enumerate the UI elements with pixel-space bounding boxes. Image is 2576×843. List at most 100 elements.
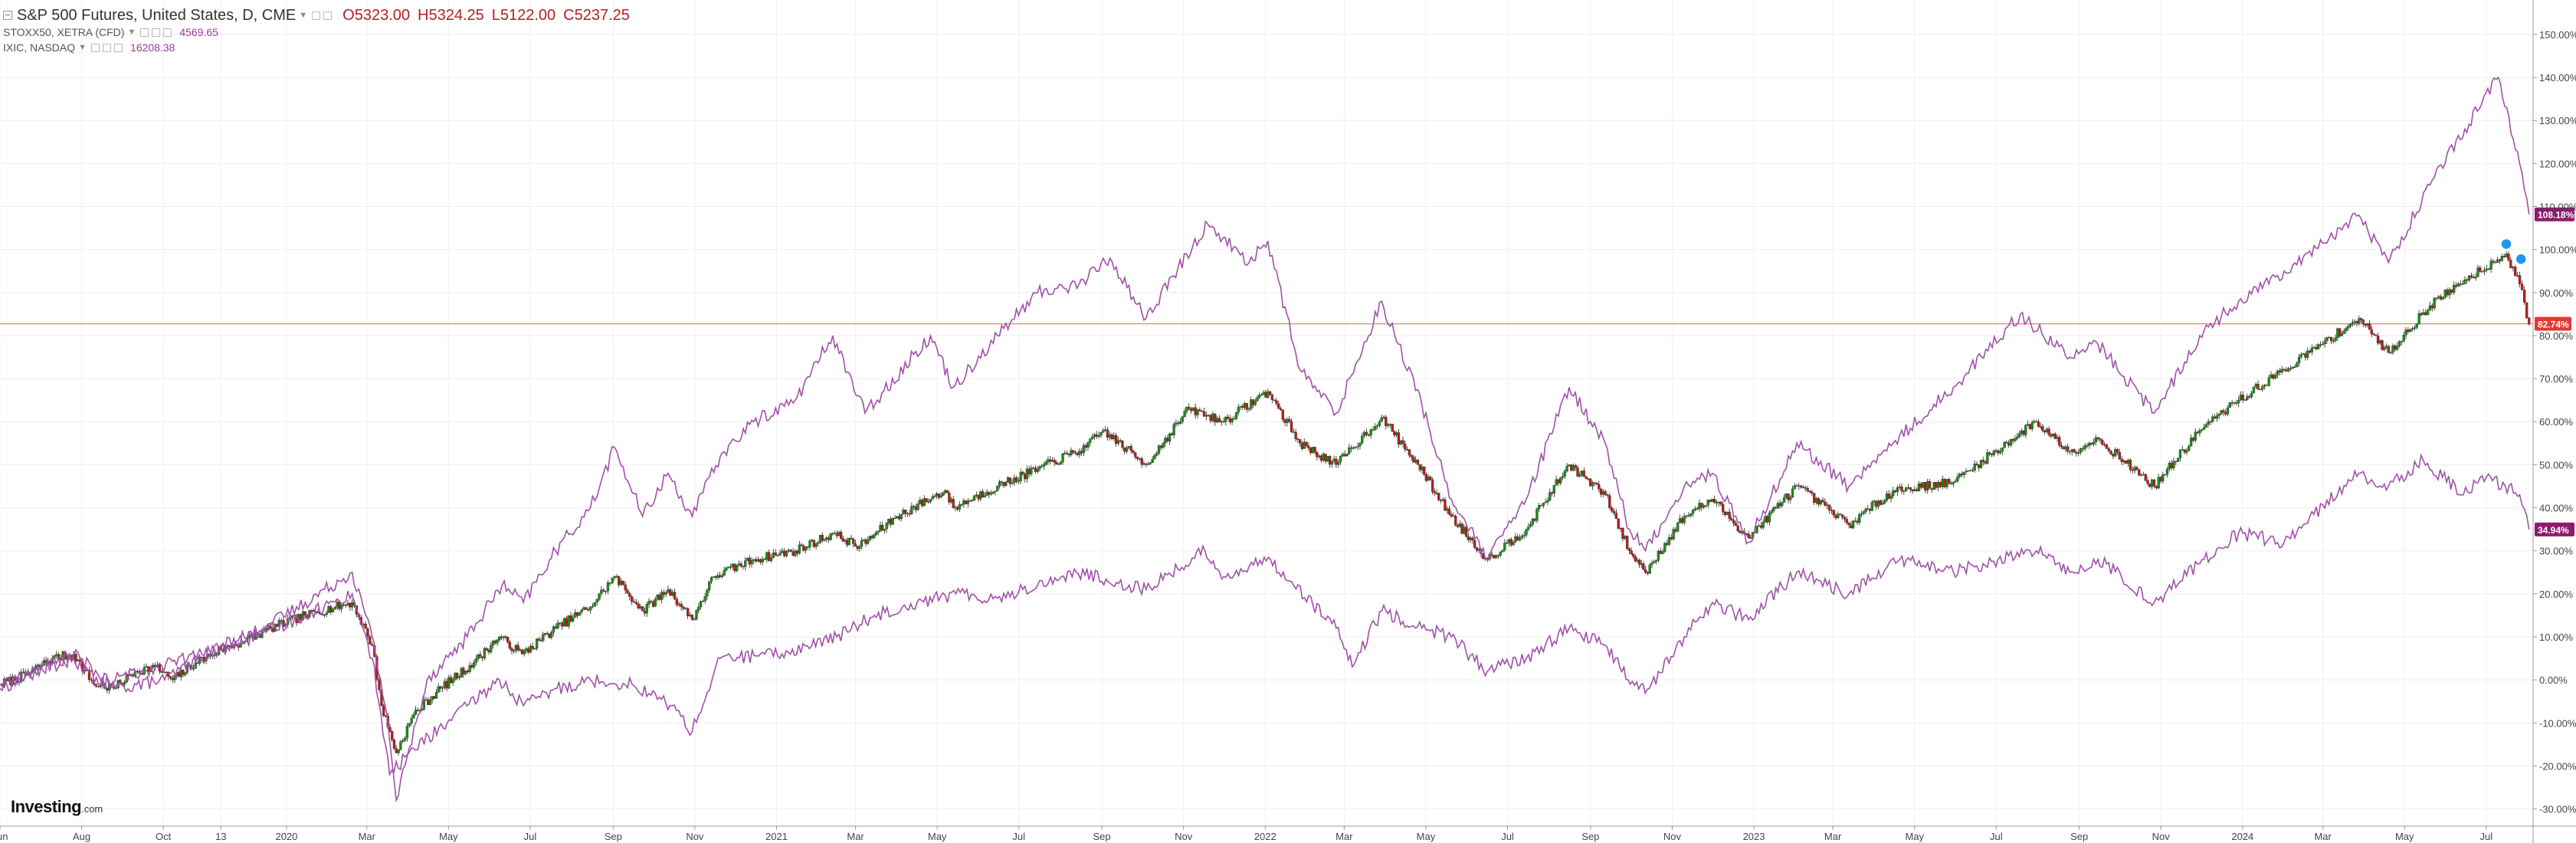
candle-body — [1194, 407, 1197, 415]
candle-body — [1549, 492, 1552, 500]
x-tick-label: Jul — [1501, 831, 1514, 842]
candle-body — [1422, 466, 1426, 475]
candle-body — [397, 750, 400, 753]
candle-body — [701, 601, 705, 602]
candle-body — [1064, 452, 1067, 454]
compare-stoxx-dropdown-icon[interactable]: ▼ — [127, 28, 136, 37]
candle-body — [811, 540, 814, 541]
candle-body — [369, 636, 372, 645]
compare-stoxx-name[interactable]: STOXX50, XETRA (CFD) — [3, 26, 125, 38]
candle-body — [362, 624, 365, 625]
candle-body — [1689, 513, 1693, 517]
candle-body — [1612, 510, 1616, 513]
last-value-label: 34.94% — [2538, 525, 2569, 536]
compare-stoxx-close-icon[interactable] — [163, 28, 172, 37]
candle-body — [925, 498, 928, 502]
candle-body — [651, 602, 655, 607]
compare-stoxx-settings-icon[interactable] — [152, 28, 161, 37]
compare-ixic-settings-icon[interactable] — [103, 43, 112, 52]
candle-body — [1095, 434, 1098, 437]
x-tick-label: Sep — [2070, 831, 2088, 842]
candle-body — [491, 641, 495, 646]
candle-body — [1811, 491, 1814, 494]
candle-body — [794, 550, 797, 556]
candle-body — [699, 601, 703, 608]
candle-body — [1239, 405, 1242, 408]
candle-body — [2226, 407, 2230, 415]
candle-body — [1501, 549, 1504, 553]
candle-body — [1170, 433, 1173, 435]
candle-body — [1525, 529, 1528, 536]
instrument-dropdown-icon[interactable]: ▼ — [299, 11, 308, 20]
candle-body — [2450, 289, 2453, 293]
candle-body — [508, 641, 511, 649]
candle-body — [979, 491, 982, 500]
y-tick-label: 0.00% — [2539, 674, 2568, 686]
candle-body — [1089, 438, 1092, 443]
candle-body — [998, 481, 1001, 487]
candle-body — [754, 559, 758, 562]
candle-body — [660, 592, 664, 600]
x-tick-label: May — [928, 831, 947, 842]
candle-body — [1814, 497, 1818, 503]
candle-body — [506, 637, 510, 642]
candle-body — [569, 615, 572, 622]
candle-body — [2415, 323, 2418, 328]
candle-body — [1507, 539, 1511, 543]
candle-body — [1348, 447, 1351, 454]
candle-body — [2306, 350, 2309, 358]
compare-ixic-dropdown-icon[interactable]: ▼ — [78, 43, 87, 52]
candle-body — [1166, 438, 1169, 442]
candle-body — [960, 504, 963, 506]
candle-body — [1875, 500, 1878, 507]
candle-body — [2424, 312, 2427, 316]
candle-body — [1188, 406, 1191, 409]
candle-body — [531, 645, 534, 649]
candle-body — [1913, 489, 1916, 491]
candle-body — [1646, 572, 1649, 574]
candle-body — [2050, 435, 2053, 437]
candle-body — [1998, 451, 2002, 454]
candle-body — [1542, 503, 1545, 507]
candle-body — [1168, 433, 1172, 442]
candle-body — [870, 536, 873, 539]
compare-ixic-close-icon[interactable] — [114, 43, 123, 52]
candle-body — [1712, 499, 1716, 503]
main-instrument-name[interactable]: S&P 500 Futures, United States, D, CME — [17, 7, 297, 24]
candle-body — [2118, 451, 2121, 460]
candle-body — [1142, 463, 1145, 465]
candle-body — [2443, 290, 2447, 298]
candle-body — [1247, 408, 1250, 410]
candle-body — [1463, 526, 1466, 534]
candle-body — [479, 654, 482, 658]
candle-body — [364, 624, 367, 629]
candle-body — [340, 605, 343, 609]
x-axis[interactable]: Jun Aug Oct 13 2020 Mar May Jul Sep Nov 2021 Mar May… — [0, 825, 2576, 842]
collapse-legend-icon[interactable] — [3, 11, 12, 20]
candle-body — [399, 741, 402, 750]
compare-stoxx-eye-icon[interactable] — [140, 28, 149, 37]
y-axis[interactable]: -30.00% -20.00% -10.00% 0.00% 10.00% 20.00% 30… — [2532, 0, 2576, 843]
candle-body — [1834, 515, 1837, 519]
candle-body — [502, 636, 505, 638]
compare-ixic-name[interactable]: IXIC, NASDAQ — [3, 41, 76, 54]
candle-body — [1418, 464, 1421, 471]
close-icon[interactable] — [323, 11, 333, 20]
candle-body — [456, 673, 459, 678]
candle-body — [800, 544, 803, 546]
candle-body — [1041, 466, 1044, 467]
settings-icon[interactable] — [312, 11, 321, 20]
candle-body — [171, 678, 175, 681]
candle-body — [1981, 460, 1984, 462]
candle-body — [1207, 415, 1210, 416]
candle-body — [962, 500, 965, 505]
candle-body — [1862, 511, 1865, 514]
candle-body — [2355, 321, 2358, 323]
candle-body — [1204, 415, 1208, 417]
candle-body — [457, 677, 461, 679]
candle-body — [1670, 536, 1673, 540]
compare-ixic-row: IXIC, NASDAQ ▼ 16208.38 — [3, 40, 630, 55]
candle-body — [2188, 445, 2191, 451]
compare-ixic-eye-icon[interactable] — [91, 43, 100, 52]
